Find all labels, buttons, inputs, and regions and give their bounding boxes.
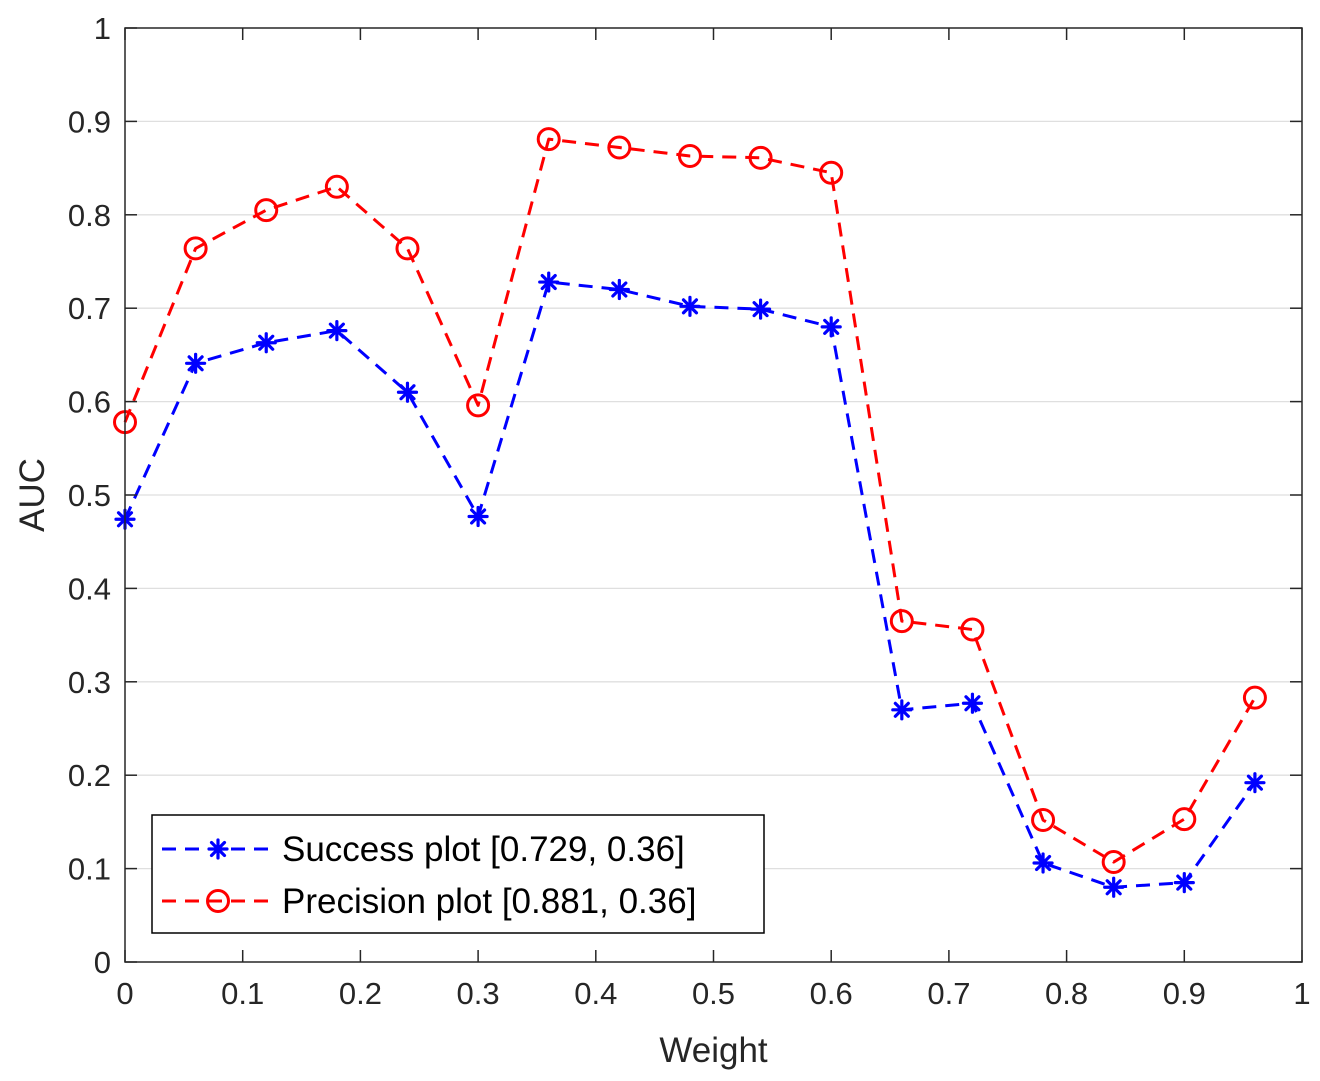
y-tick-label-2: 0.2 <box>68 758 111 793</box>
point-success-7-stroke-3 <box>611 281 628 298</box>
legend-marker-success <box>207 838 229 860</box>
point-success-1 <box>185 352 207 374</box>
point-precision-1 <box>183 236 208 261</box>
point-success-10-stroke-3 <box>823 318 840 335</box>
x-tick-label-0: 0 <box>116 976 133 1011</box>
point-success-5-stroke-3 <box>470 508 487 525</box>
axis-ticks: 0 0.1 0.2 0.3 0.4 0.5 0.6 0.7 0.8 0.9 1 0 0.1 0.2 0.3 0… <box>68 11 1311 1011</box>
point-precision-9 <box>748 145 773 170</box>
point-success-9-stroke-3 <box>752 301 769 318</box>
point-precision-10 <box>819 160 844 185</box>
x-tick-label-9: 0.9 <box>1163 976 1206 1011</box>
point-success-6-stroke-3 <box>540 273 557 291</box>
y-tick-label-1: 0.1 <box>68 852 111 887</box>
legend-entry-precision: Precision plot [0.881, 0.36] <box>162 882 696 921</box>
point-success-12-stroke-3 <box>964 695 981 712</box>
point-precision-7 <box>607 135 632 160</box>
x-tick-label-6: 0.6 <box>810 976 853 1011</box>
point-success-16 <box>1244 772 1266 794</box>
point-success-2-stroke-3 <box>258 334 275 351</box>
x-tick-label-2: 0.2 <box>339 976 382 1011</box>
x-tick-label-7: 0.7 <box>927 976 970 1011</box>
y-tick-label-4: 0.4 <box>68 571 111 606</box>
point-precision-6 <box>536 127 561 152</box>
legend-marker-success-shape <box>207 838 229 860</box>
y-tick-label-7: 0.7 <box>68 291 111 326</box>
y-tick-label-10: 1 <box>94 11 111 46</box>
point-success-11 <box>891 699 913 721</box>
point-success-7 <box>608 278 630 301</box>
point-precision-15 <box>1172 807 1197 832</box>
y-tick-label-3: 0.3 <box>68 665 111 700</box>
y-tick-label-9: 0.9 <box>68 104 111 139</box>
point-success-5 <box>467 505 489 528</box>
point-success-13 <box>1032 852 1054 874</box>
point-precision-16 <box>1242 685 1267 710</box>
series-line-precision <box>123 137 1257 864</box>
point-success-6 <box>538 271 560 293</box>
x-axis-label: Weight <box>659 1031 768 1070</box>
point-success-3 <box>326 320 348 342</box>
point-success-4-stroke-3 <box>399 384 416 401</box>
x-tick-label-1: 0.1 <box>221 976 264 1011</box>
legend-label-precision: Precision plot [0.881, 0.36] <box>282 882 696 921</box>
legend-marker-precision-shape <box>206 889 230 913</box>
y-tick-label-5: 0.5 <box>68 478 111 513</box>
point-success-16-stroke-3 <box>1246 774 1264 791</box>
point-precision-14 <box>1101 850 1126 875</box>
point-precision-11 <box>889 609 914 634</box>
legend-label-success: Success plot [0.729, 0.36] <box>282 830 685 869</box>
legend: Success plot [0.729, 0.36] Precision plo… <box>151 814 765 934</box>
point-precision-2 <box>254 198 279 223</box>
legend-marker-precision <box>206 889 230 913</box>
x-tick-label-10: 1 <box>1293 976 1310 1011</box>
point-success-11-stroke-3 <box>893 701 910 718</box>
point-success-8 <box>679 295 701 317</box>
point-precision-8 <box>677 143 702 168</box>
x-tick-label-3: 0.3 <box>457 976 500 1011</box>
x-tick-label-5: 0.5 <box>692 976 735 1011</box>
point-success-4 <box>396 381 419 403</box>
y-tick-label-6: 0.6 <box>68 385 111 420</box>
point-success-14-stroke-3 <box>1105 879 1122 896</box>
point-success-13-stroke-3 <box>1034 854 1052 872</box>
point-success-8-stroke-3 <box>681 298 699 315</box>
y-tick-label-8: 0.8 <box>68 198 111 233</box>
y-tick-label-0: 0 <box>94 945 111 980</box>
point-success-9 <box>749 298 772 320</box>
point-success-14 <box>1103 876 1125 898</box>
point-precision-3 <box>324 174 349 199</box>
legend-box <box>151 814 765 934</box>
y-axis-label: AUC <box>13 458 52 532</box>
point-precision-4 <box>395 236 420 261</box>
point-success-1-stroke-3 <box>187 355 204 372</box>
x-tick-label-8: 0.8 <box>1045 976 1088 1011</box>
point-success-12 <box>961 692 984 714</box>
point-success-15 <box>1173 872 1195 894</box>
series-precision <box>113 127 1267 875</box>
point-precision-5 <box>466 393 491 418</box>
point-success-10 <box>820 316 842 338</box>
point-success-3-stroke-3 <box>328 322 345 339</box>
point-precision-12 <box>960 617 985 642</box>
legend-marker-success-shape-stroke-3 <box>209 840 227 858</box>
x-tick-label-4: 0.4 <box>574 976 617 1011</box>
point-success-15-stroke-3 <box>1176 874 1193 891</box>
point-precision-13 <box>1031 808 1056 833</box>
point-success-2 <box>255 332 277 354</box>
legend-entry-success: Success plot [0.729, 0.36] <box>162 830 685 869</box>
